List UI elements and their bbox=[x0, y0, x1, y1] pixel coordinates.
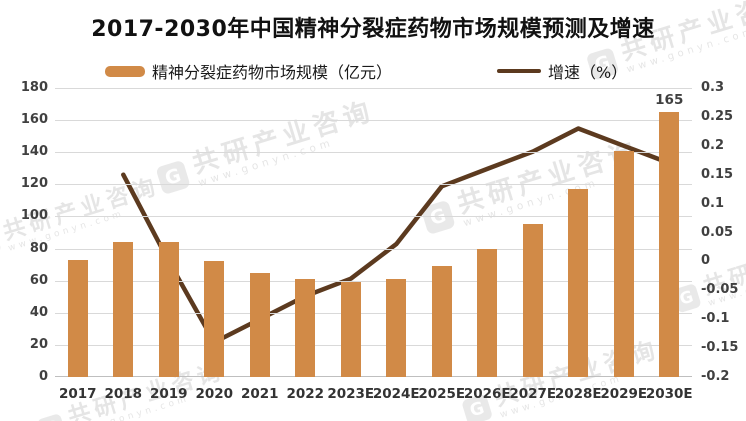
x-axis-label-2028E: 2028E bbox=[554, 386, 602, 402]
legend-item-growth: 增速（%） bbox=[497, 60, 627, 82]
left-axis-tick-20: 20 bbox=[29, 336, 48, 352]
x-axis-label-2023E: 2023E bbox=[327, 386, 375, 402]
bar-2026E bbox=[477, 248, 498, 377]
gridline-60 bbox=[55, 280, 692, 282]
left-axis-tick-labels: 180 160 140 120 100 80 60 40 20 0 bbox=[6, 81, 48, 384]
x-axis-label-2019: 2019 bbox=[149, 386, 188, 402]
x-axis-line bbox=[55, 376, 692, 377]
right-axis-tick-0.3: 0.3 bbox=[701, 80, 725, 95]
right-axis-tick--0.15: -0.15 bbox=[701, 340, 739, 356]
x-axis-label-2021: 2021 bbox=[240, 386, 279, 402]
bar-2017 bbox=[67, 259, 88, 377]
growth-line-chart bbox=[121, 126, 672, 345]
bar-2019 bbox=[158, 242, 179, 377]
right-axis-tick-0.25: 0.25 bbox=[701, 108, 734, 124]
right-axis-tick--0.1: -0.1 bbox=[701, 311, 730, 327]
right-axis-tick-0.1: 0.1 bbox=[701, 195, 725, 211]
data-label-2030E: 165 bbox=[655, 92, 684, 109]
bar-2018 bbox=[113, 242, 134, 377]
bar-2020 bbox=[204, 261, 225, 377]
gridline-80 bbox=[55, 248, 692, 250]
left-axis-tick-60: 60 bbox=[29, 272, 48, 288]
gridline-120 bbox=[55, 184, 692, 186]
bar-2030E bbox=[659, 112, 680, 377]
gridline-160 bbox=[55, 120, 692, 122]
chart-title: 2017-2030年中国精神分裂症药物市场规模预测及增速 bbox=[91, 17, 655, 42]
left-axis-tick-140: 140 bbox=[20, 144, 48, 160]
x-axis-label-2022: 2022 bbox=[286, 386, 325, 402]
bar-2023E bbox=[340, 282, 361, 377]
right-axis-tick-0.15: 0.15 bbox=[701, 166, 734, 182]
gridline-20 bbox=[55, 344, 692, 346]
left-axis-tick-160: 160 bbox=[20, 112, 48, 128]
legend-item-market-size: 精神分裂症药物市场规模（亿元） bbox=[105, 60, 392, 82]
bar-2028E bbox=[568, 189, 589, 377]
plot-area: 165 bbox=[55, 88, 692, 377]
x-axis-labels: 2017 2018 2019 2020 2021 2022 2023E 2024E 2025E 2… bbox=[55, 386, 693, 406]
watermark-logo-icon: G bbox=[0, 228, 2, 259]
left-axis-tick-40: 40 bbox=[29, 304, 48, 320]
bar-2021 bbox=[249, 272, 270, 377]
line-series-swatch bbox=[497, 68, 541, 74]
bar-2024E bbox=[386, 279, 407, 377]
x-axis-label-2025E: 2025E bbox=[418, 386, 466, 402]
right-axis-tick-0.2: 0.2 bbox=[701, 137, 725, 153]
right-axis-tick-0: 0 bbox=[701, 253, 711, 269]
x-axis-label-2026E: 2026E bbox=[463, 386, 511, 402]
left-axis-tick-120: 120 bbox=[20, 176, 48, 192]
right-axis-tick-labels: 0.3 0.25 0.2 0.15 0.1 0.05 0 -0.05 -0.1 -0.15 -0.2 bbox=[701, 81, 745, 384]
x-axis-label-2030E: 2030E bbox=[645, 386, 693, 402]
x-axis-label-2024E: 2024E bbox=[372, 386, 420, 402]
bar-2025E bbox=[431, 266, 452, 377]
gridline-140 bbox=[55, 152, 692, 154]
gridline-40 bbox=[55, 312, 692, 314]
bar-2022 bbox=[295, 279, 316, 377]
watermark-logo-icon: G bbox=[36, 413, 67, 421]
x-axis-label-2017: 2017 bbox=[58, 386, 97, 402]
right-axis-tick--0.05: -0.05 bbox=[701, 282, 739, 298]
x-axis-label-2027E: 2027E bbox=[509, 386, 557, 402]
left-axis-tick-0: 0 bbox=[38, 369, 48, 384]
x-axis-label-2029E: 2029E bbox=[600, 386, 648, 402]
right-axis-tick-0.05: 0.05 bbox=[701, 224, 734, 240]
left-axis-tick-100: 100 bbox=[20, 208, 48, 224]
bar-2029E bbox=[613, 150, 634, 377]
gridline-180 bbox=[55, 88, 692, 89]
gridline-100 bbox=[55, 216, 692, 218]
legend-label-market-size: 精神分裂症药物市场规模（亿元） bbox=[152, 63, 393, 82]
legend-label-growth: 增速（%） bbox=[548, 63, 628, 82]
bar-series-swatch bbox=[105, 65, 145, 77]
x-axis-label-2020: 2020 bbox=[195, 386, 234, 402]
bar-2027E bbox=[522, 224, 543, 377]
left-axis-tick-80: 80 bbox=[29, 240, 48, 256]
right-axis-tick--0.2: -0.2 bbox=[701, 369, 730, 384]
left-axis-tick-180: 180 bbox=[20, 80, 48, 95]
x-axis-label-2018: 2018 bbox=[104, 386, 143, 402]
